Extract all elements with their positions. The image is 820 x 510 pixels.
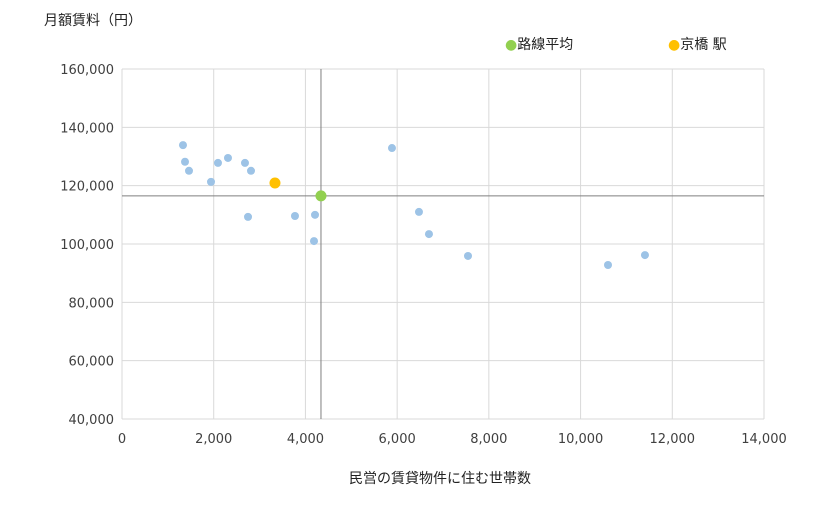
legend-item-average: ●路線平均 bbox=[505, 34, 573, 54]
x-tick-label: 12,000 bbox=[650, 432, 696, 447]
y-axis-title: 月額賃料（円） bbox=[44, 13, 142, 29]
data-point bbox=[178, 141, 187, 150]
data-point bbox=[311, 210, 320, 219]
y-tick-label: 160,000 bbox=[60, 63, 114, 78]
data-point bbox=[244, 212, 253, 221]
data-point bbox=[414, 207, 423, 216]
y-tick-label: 80,000 bbox=[69, 296, 115, 311]
average-point bbox=[315, 190, 327, 202]
data-point bbox=[223, 153, 232, 162]
data-point bbox=[246, 166, 255, 175]
data-point bbox=[387, 144, 396, 153]
x-tick-label: 0 bbox=[118, 432, 126, 447]
x-tick-label: 6,000 bbox=[379, 432, 416, 447]
data-point bbox=[603, 261, 612, 269]
y-tick-label: 60,000 bbox=[69, 355, 115, 370]
data-point bbox=[290, 212, 299, 220]
legend-label: 路線平均 bbox=[517, 37, 574, 53]
legend-marker-icon: ● bbox=[668, 37, 681, 53]
legend-item-kyobashi: ●京橋 駅 bbox=[668, 34, 727, 54]
y-tick-label: 140,000 bbox=[60, 121, 114, 136]
legend-marker-icon: ● bbox=[505, 37, 518, 53]
data-point bbox=[310, 237, 319, 246]
x-tick-label: 4,000 bbox=[287, 432, 324, 447]
data-point bbox=[240, 158, 249, 167]
x-tick-label: 8,000 bbox=[470, 432, 507, 447]
data-point bbox=[424, 230, 433, 239]
data-point bbox=[181, 157, 190, 166]
data-point bbox=[207, 177, 216, 186]
station-point bbox=[269, 177, 281, 189]
data-point bbox=[463, 251, 472, 260]
y-tick-label: 100,000 bbox=[60, 238, 114, 253]
x-tick-label: 10,000 bbox=[558, 432, 604, 447]
data-point bbox=[640, 251, 649, 260]
data-point bbox=[213, 158, 222, 167]
x-tick-label: 2,000 bbox=[195, 432, 232, 447]
legend-label: 京橋 駅 bbox=[680, 37, 727, 53]
y-tick-label: 120,000 bbox=[60, 180, 114, 195]
x-axis-title: 民営の賃貸物件に住む世帯数 bbox=[349, 471, 531, 487]
data-point bbox=[184, 166, 193, 175]
x-tick-label: 14,000 bbox=[741, 432, 787, 447]
y-tick-label: 40,000 bbox=[69, 413, 115, 428]
